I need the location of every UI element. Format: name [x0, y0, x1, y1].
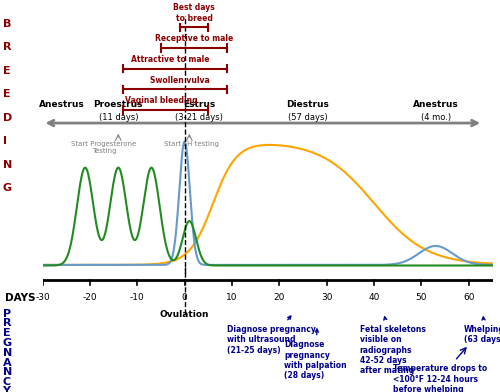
- Text: G: G: [2, 183, 12, 193]
- Text: Anestrus: Anestrus: [38, 100, 84, 109]
- Text: B: B: [2, 18, 11, 29]
- Text: -30: -30: [35, 293, 50, 302]
- Text: Diagnose pregnancy
with ultrasound
(21-25 days): Diagnose pregnancy with ultrasound (21-2…: [227, 316, 316, 354]
- Text: 60: 60: [463, 293, 474, 302]
- Text: P: P: [2, 309, 10, 319]
- Text: N: N: [2, 348, 12, 358]
- Text: 10: 10: [226, 293, 237, 302]
- Text: N: N: [2, 160, 12, 170]
- Text: Anestrus: Anestrus: [413, 100, 459, 109]
- Text: Ovulation: Ovulation: [160, 310, 210, 319]
- Text: Swollen vulva: Swollen vulva: [150, 76, 210, 85]
- Text: Vaginal bleeding: Vaginal bleeding: [124, 96, 197, 105]
- Text: E: E: [2, 65, 10, 76]
- Text: (4 mo.): (4 mo.): [420, 113, 450, 122]
- Text: (57 days): (57 days): [288, 113, 328, 122]
- Text: N: N: [2, 367, 12, 377]
- Text: 20: 20: [274, 293, 285, 302]
- Text: -10: -10: [130, 293, 144, 302]
- Text: Diestrus: Diestrus: [286, 100, 329, 109]
- Text: -20: -20: [82, 293, 97, 302]
- Text: DAYS: DAYS: [5, 293, 36, 303]
- Text: Estrus: Estrus: [182, 100, 215, 109]
- Text: Best days
to breed: Best days to breed: [173, 3, 215, 23]
- Text: 40: 40: [368, 293, 380, 302]
- Text: E: E: [2, 328, 10, 338]
- Text: R: R: [2, 318, 11, 328]
- Text: (11 days): (11 days): [98, 113, 138, 122]
- Text: Start LH testing: Start LH testing: [164, 141, 219, 147]
- Text: Fetal skeletons
visible on
radiographs
42-52 days
after mating: Fetal skeletons visible on radiographs 4…: [360, 317, 426, 375]
- Text: R: R: [2, 42, 11, 52]
- Text: A: A: [2, 358, 11, 368]
- Text: Y: Y: [2, 386, 10, 392]
- Text: (3-21 days): (3-21 days): [175, 113, 223, 122]
- Text: 0: 0: [182, 293, 188, 302]
- Text: D: D: [2, 113, 12, 123]
- Text: G: G: [2, 338, 12, 348]
- Text: Attractive to male: Attractive to male: [131, 55, 210, 64]
- Text: Proestrus: Proestrus: [94, 100, 143, 109]
- Text: Start Progesterone
Testing: Start Progesterone Testing: [72, 141, 136, 154]
- Text: Whelping
(63 days): Whelping (63 days): [464, 317, 500, 344]
- Text: C: C: [2, 377, 10, 387]
- Text: Receptive to male: Receptive to male: [155, 34, 233, 44]
- Text: Temperature drops to
<100°F 12-24 hours
before whelping: Temperature drops to <100°F 12-24 hours …: [393, 365, 488, 392]
- Text: I: I: [2, 136, 6, 146]
- Text: 50: 50: [416, 293, 427, 302]
- Text: Diagnose
pregnancy
with palpation
(28 days): Diagnose pregnancy with palpation (28 da…: [284, 329, 346, 381]
- Text: E: E: [2, 89, 10, 99]
- Text: 30: 30: [321, 293, 332, 302]
